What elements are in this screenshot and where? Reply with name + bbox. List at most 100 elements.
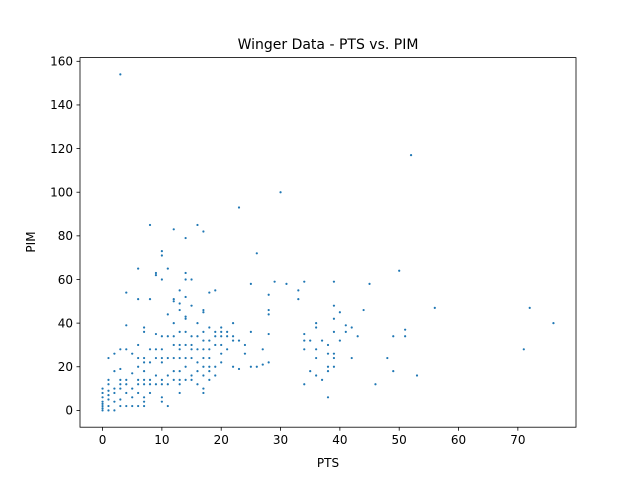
data-point	[166, 383, 169, 386]
data-point	[142, 383, 146, 386]
data-point	[125, 383, 128, 386]
y-tick-label: 140	[50, 98, 73, 112]
data-point	[214, 343, 217, 347]
data-point	[220, 335, 223, 338]
data-point	[119, 367, 122, 371]
data-point	[386, 356, 389, 360]
data-point	[154, 274, 158, 277]
data-point	[332, 330, 336, 333]
data-point	[303, 339, 306, 342]
data-point	[172, 335, 175, 338]
data-point	[208, 370, 211, 373]
data-point	[172, 322, 175, 325]
data-point	[202, 356, 205, 360]
data-point	[148, 223, 152, 227]
data-point	[142, 356, 146, 360]
data-point	[172, 370, 175, 373]
data-point	[160, 356, 163, 360]
data-point	[332, 317, 336, 320]
data-point	[202, 311, 205, 314]
data-point	[344, 330, 347, 333]
data-point	[220, 343, 223, 347]
data-point	[131, 372, 134, 375]
data-point	[184, 278, 187, 281]
data-point	[160, 278, 163, 281]
data-point	[113, 370, 116, 373]
data-point	[142, 326, 146, 329]
data-point	[107, 398, 110, 401]
y-tick-label: 60	[58, 273, 73, 287]
data-point	[433, 306, 436, 309]
data-point	[214, 289, 217, 292]
data-point	[261, 363, 264, 366]
data-point	[101, 387, 104, 390]
data-point	[356, 335, 359, 338]
data-point	[160, 348, 163, 351]
x-tick-label: 0	[99, 433, 107, 447]
data-point	[267, 313, 270, 316]
data-point	[315, 374, 318, 377]
data-point	[398, 269, 401, 272]
y-tick-label: 20	[58, 360, 73, 374]
data-point	[404, 328, 407, 331]
data-point	[148, 391, 152, 395]
data-point	[196, 322, 199, 325]
data-point	[231, 335, 235, 338]
data-point	[214, 330, 217, 333]
data-point	[119, 398, 122, 401]
data-point	[184, 236, 187, 240]
data-point	[208, 356, 211, 360]
data-point	[208, 291, 211, 294]
data-point	[125, 391, 128, 395]
data-point	[332, 365, 336, 368]
data-point	[119, 348, 122, 351]
data-point	[208, 365, 211, 368]
data-point	[131, 387, 134, 390]
data-point	[172, 300, 175, 303]
data-point	[326, 352, 330, 355]
data-point	[160, 383, 163, 386]
data-point	[303, 280, 306, 283]
y-tick-label: 0	[65, 404, 73, 418]
data-points	[101, 73, 555, 412]
data-point	[178, 356, 181, 360]
data-point	[202, 330, 205, 333]
data-point	[131, 396, 134, 399]
x-tick-label: 60	[451, 433, 466, 447]
data-point	[190, 356, 193, 360]
data-point	[142, 400, 146, 403]
data-point	[178, 370, 181, 373]
data-point	[137, 378, 140, 381]
data-point	[404, 335, 407, 338]
data-point	[350, 326, 353, 329]
data-point	[125, 291, 128, 294]
data-point	[202, 348, 205, 351]
data-point	[172, 356, 175, 360]
data-point	[172, 228, 175, 231]
data-point	[231, 322, 235, 325]
data-point	[226, 330, 229, 333]
data-point	[166, 356, 169, 360]
data-point	[190, 348, 193, 351]
data-point	[119, 378, 122, 381]
data-point	[196, 370, 199, 373]
data-point	[172, 343, 175, 347]
data-point	[172, 298, 175, 301]
data-point	[119, 387, 122, 390]
data-point	[166, 374, 169, 377]
data-point	[237, 339, 241, 342]
data-point	[237, 206, 241, 209]
data-point	[338, 311, 341, 314]
data-point	[309, 370, 312, 373]
data-point	[338, 339, 341, 342]
data-point	[231, 365, 235, 368]
data-point	[178, 391, 181, 395]
data-point	[249, 330, 252, 333]
x-tick-label: 10	[154, 433, 169, 447]
x-tick-label: 70	[510, 433, 525, 447]
data-point	[148, 383, 152, 386]
data-point	[107, 383, 110, 386]
y-axis-ticks: 0 20 40 60 80 100 120 140 160	[50, 55, 80, 418]
data-point	[237, 367, 241, 371]
